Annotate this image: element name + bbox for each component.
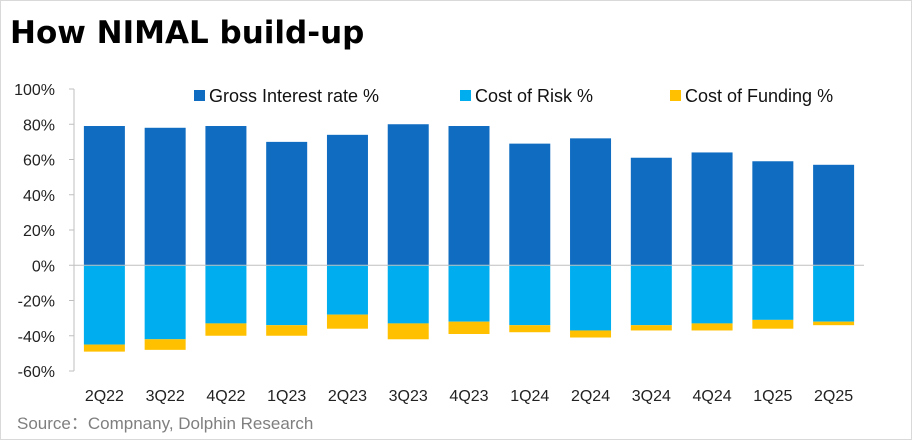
bar-cost-of-risk-3q24 [630,265,672,326]
chart-title: How NIMAL build-up [10,15,365,51]
y-tick-label: -60% [18,364,55,381]
x-tick-label: 1Q25 [753,388,792,405]
y-tick-label: 60% [23,153,55,170]
bar-gross-interest-rate-1q23 [266,141,308,266]
legend-label-gross-interest-rate: Gross Interest rate % [209,86,379,106]
x-tick-label: 3Q23 [389,388,428,405]
bar-cost-of-funding-2q23 [326,314,368,329]
bar-gross-interest-rate-3q22 [144,127,186,266]
legend-label-cost-of-funding: Cost of Funding % [685,86,833,106]
x-tick-label: 4Q22 [206,388,245,405]
y-tick-label: 20% [23,223,55,240]
bar-cost-of-funding-4q24 [691,323,733,331]
x-tick-label: 2Q25 [814,388,853,405]
bar-cost-of-funding-1q23 [266,325,308,336]
bar-gross-interest-rate-4q22 [205,126,247,266]
source-note: Source：Compnany, Dolphin Research [17,414,314,433]
bar-gross-interest-rate-2q25 [813,164,855,266]
y-tick-label: 0% [32,258,55,275]
bar-cost-of-risk-4q24 [691,265,733,324]
bar-cost-of-risk-2q23 [326,265,368,315]
x-tick-label: 3Q22 [146,388,185,405]
bar-cost-of-funding-4q23 [448,321,490,334]
bar-cost-of-risk-1q25 [752,265,794,320]
bar-cost-of-funding-2q25 [813,321,855,326]
bar-gross-interest-rate-4q24 [691,152,733,266]
y-tick-label: 100% [14,82,55,99]
x-tick-label: 2Q22 [85,388,124,405]
bar-cost-of-risk-3q23 [387,265,429,324]
bar-gross-interest-rate-3q23 [387,124,429,266]
x-tick-label: 4Q23 [449,388,488,405]
bar-cost-of-funding-3q24 [630,325,672,331]
bar-cost-of-funding-3q22 [144,339,186,350]
x-tick-label: 2Q23 [328,388,367,405]
y-tick-label: -40% [18,329,55,346]
x-tick-label: 1Q24 [510,388,549,405]
y-tick-label: 40% [23,188,55,205]
bar-cost-of-risk-4q22 [205,265,247,324]
x-tick-label: 1Q23 [267,388,306,405]
bar-gross-interest-rate-2q24 [570,138,612,266]
bar-gross-interest-rate-3q24 [630,157,672,266]
x-tick-label: 3Q24 [632,388,671,405]
bar-cost-of-funding-4q22 [205,323,247,336]
bar-gross-interest-rate-1q25 [752,161,794,266]
bar-cost-of-funding-1q24 [509,325,551,333]
bar-cost-of-risk-2q24 [570,265,612,331]
bar-cost-of-risk-1q23 [266,265,308,326]
bar-cost-of-funding-2q22 [83,344,125,352]
bar-cost-of-risk-2q25 [813,265,855,322]
legend-swatch-cost-of-risk [460,90,471,101]
bar-cost-of-funding-1q25 [752,319,794,329]
bar-gross-interest-rate-1q24 [509,143,551,266]
y-tick-label: 80% [23,117,55,134]
x-tick-label: 4Q24 [693,388,732,405]
bar-gross-interest-rate-2q22 [83,126,125,266]
y-tick-label: -20% [18,294,55,311]
bar-cost-of-risk-4q23 [448,265,490,322]
bar-cost-of-risk-2q22 [83,265,125,345]
bar-cost-of-funding-2q24 [570,330,612,338]
legend-swatch-gross-interest-rate [194,90,205,101]
bar-cost-of-risk-3q22 [144,265,186,340]
bar-gross-interest-rate-2q23 [326,134,368,266]
legend-swatch-cost-of-funding [670,90,681,101]
legend-label-cost-of-risk: Cost of Risk % [475,86,593,106]
x-tick-label: 2Q24 [571,388,610,405]
bar-cost-of-funding-3q23 [387,323,429,340]
bar-gross-interest-rate-4q23 [448,126,490,266]
bar-cost-of-risk-1q24 [509,265,551,326]
